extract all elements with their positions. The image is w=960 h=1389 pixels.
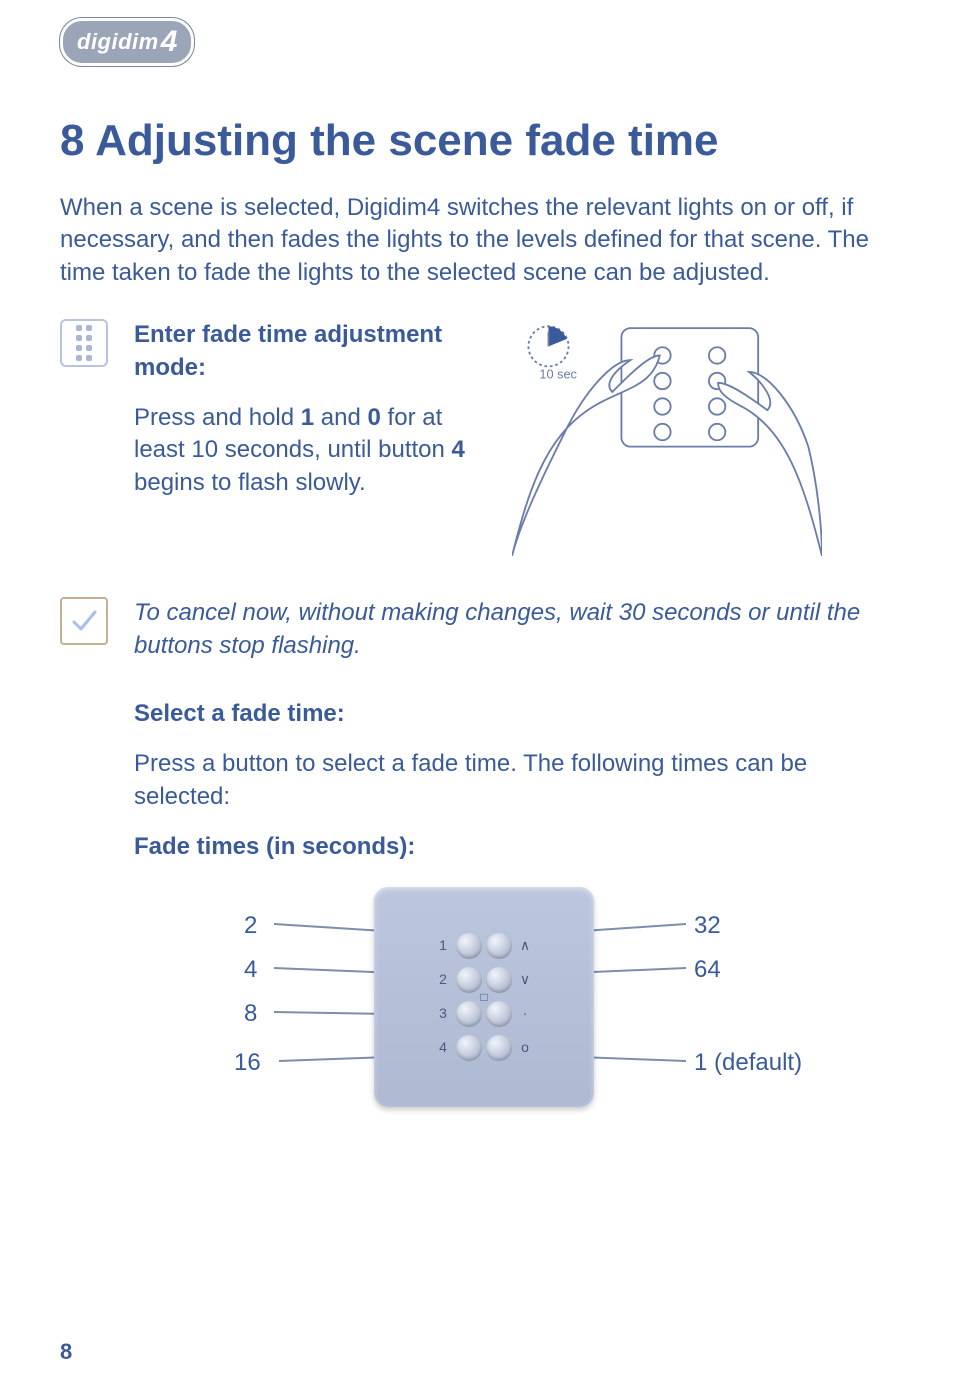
fade-times-row: Fade times (in seconds): 2 4 8 16 32 64 …: [60, 831, 900, 1111]
fade-times-figure: 2 4 8 16 32 64 1 (default) 1: [134, 882, 834, 1112]
device-keypad: 1 ∧ 2 ∨ 3 · 4 o □: [374, 887, 594, 1107]
device-button-4: [456, 1035, 482, 1061]
page-number: 8: [60, 1339, 72, 1365]
device-button-down: [486, 967, 512, 993]
timer-label: 10 sec: [539, 366, 577, 381]
step-enter-mode: Enter fade time adjustment mode: Press a…: [60, 319, 900, 561]
page-title: 8 Adjusting the scene fade time: [60, 116, 900, 166]
device-button-up: [486, 933, 512, 959]
select-fade-row: Select a fade time: Press a button to se…: [60, 698, 900, 813]
press-hold-illustration: 10 sec: [512, 319, 822, 556]
device-button-dot: [486, 1001, 512, 1027]
check-icon: [60, 597, 108, 645]
step1-body: Press and hold 1 and 0 for at least 10 s…: [134, 402, 494, 499]
intro-paragraph: When a scene is selected, Digidim4 switc…: [60, 192, 900, 289]
tip-row: To cancel now, without making changes, w…: [60, 597, 900, 662]
logo-word: digidim: [77, 29, 159, 55]
select-body: Press a button to select a fade time. Th…: [134, 748, 900, 813]
select-heading: Select a fade time:: [134, 698, 900, 730]
logo-badge: digidim 4: [60, 18, 194, 66]
fade-list-heading: Fade times (in seconds):: [134, 831, 900, 863]
tip-text: To cancel now, without making changes, w…: [134, 597, 900, 662]
device-button-0: [486, 1035, 512, 1061]
device-button-3: [456, 1001, 482, 1027]
device-button-2: [456, 967, 482, 993]
step1-heading: Enter fade time adjustment mode:: [134, 319, 494, 384]
device-button-1: [456, 933, 482, 959]
keypad-icon: [60, 319, 108, 367]
logo-number: 4: [161, 25, 178, 59]
